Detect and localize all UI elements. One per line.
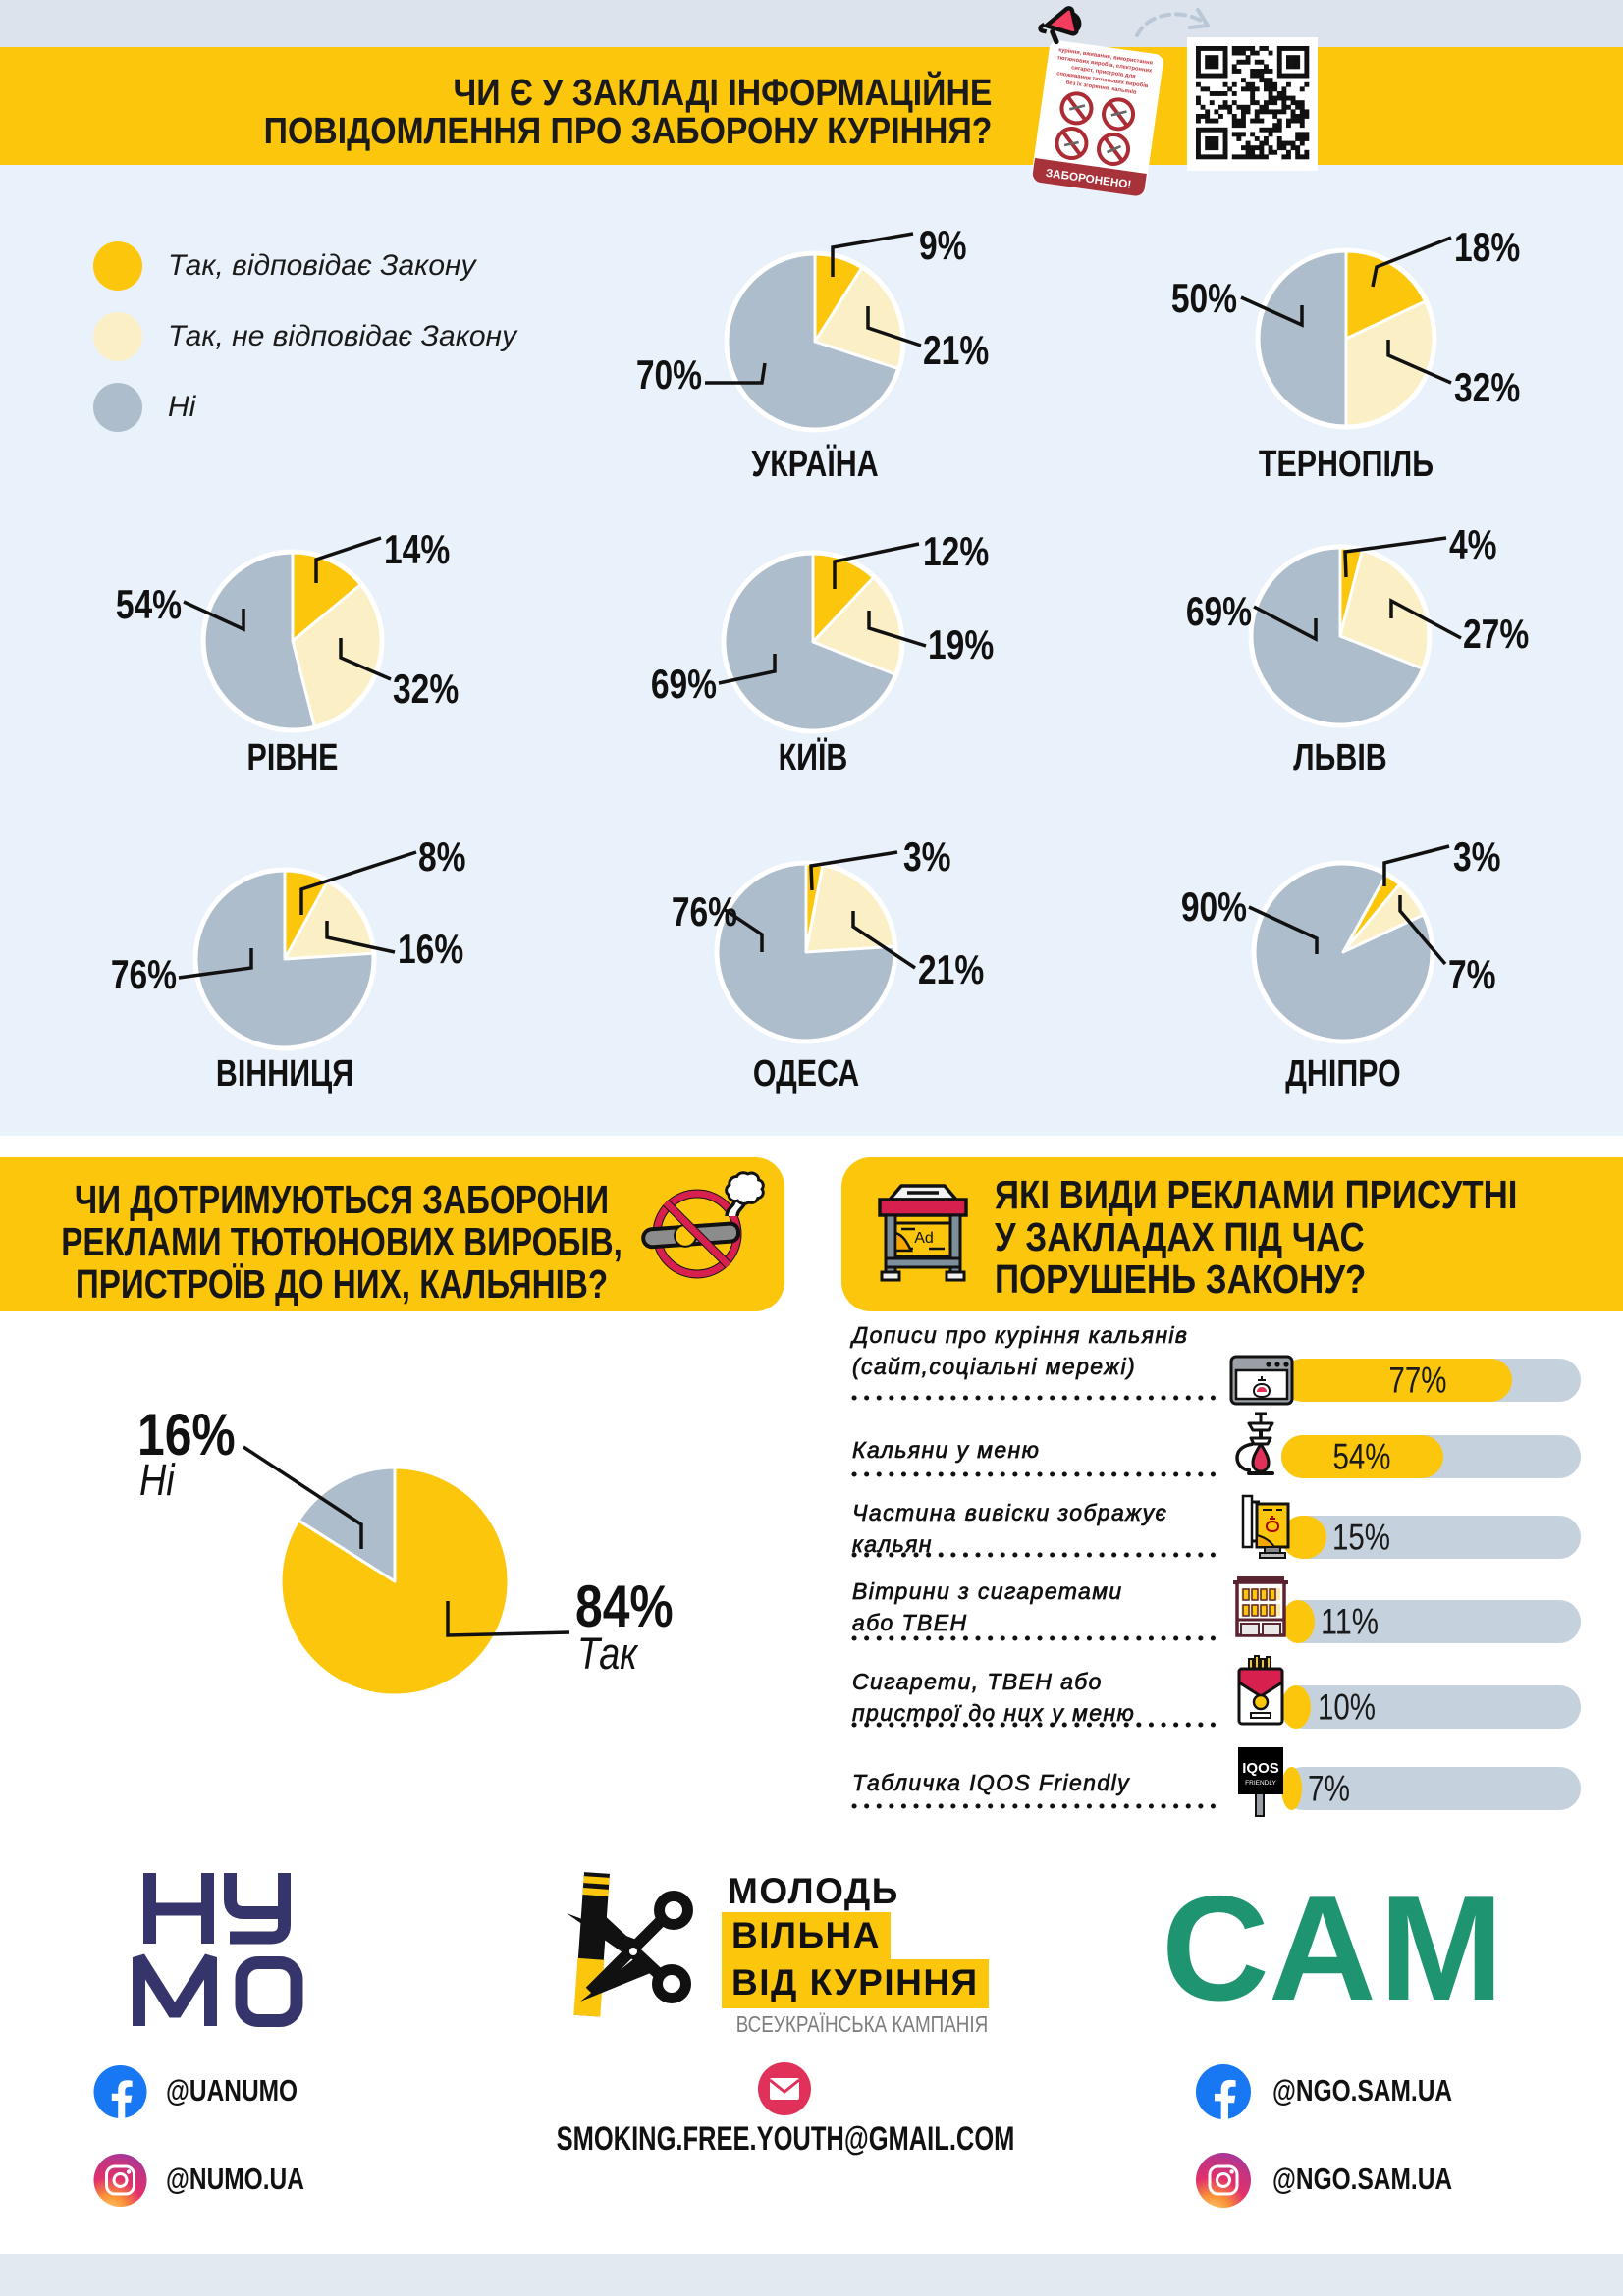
svg-text:7%: 7% bbox=[1308, 1769, 1350, 1809]
svg-text:Ad: Ad bbox=[914, 1230, 934, 1247]
svg-text:15%: 15% bbox=[1332, 1518, 1390, 1558]
svg-text:10%: 10% bbox=[1318, 1687, 1376, 1728]
svg-text:FRIENDLY: FRIENDLY bbox=[1245, 1780, 1276, 1787]
svg-text:77%: 77% bbox=[1389, 1361, 1447, 1401]
svg-text:54%: 54% bbox=[1333, 1437, 1391, 1477]
svg-text:IQOS: IQOS bbox=[1242, 1760, 1279, 1777]
svg-text:11%: 11% bbox=[1321, 1602, 1379, 1642]
